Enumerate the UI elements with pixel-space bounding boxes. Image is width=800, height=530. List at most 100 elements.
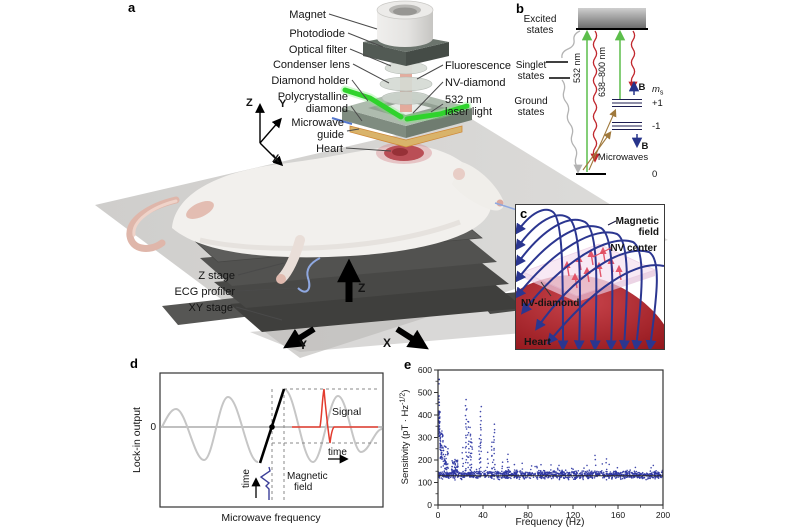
axis-ticks xyxy=(434,369,664,509)
stage-x-label: X xyxy=(383,336,391,350)
microwave-guide-label-1: Microwave xyxy=(291,117,344,129)
dashed-guides xyxy=(271,388,378,502)
ecg-profiler-label: ECG profiler xyxy=(174,286,235,298)
ecg-wire xyxy=(297,257,321,293)
z-stage-label: Z stage xyxy=(198,270,235,282)
axis-tick-labels: 0 40 80 120 160 200 0 100 200 300 400 500 600 xyxy=(418,365,671,520)
polycrystalline-diamond-label-2: diamond xyxy=(306,103,348,115)
nv-center-label: NV center xyxy=(610,243,657,254)
panel-a-letter: a xyxy=(128,0,136,15)
field-pulse-trace xyxy=(259,466,271,500)
magnetic-field-label-2: field xyxy=(638,227,659,238)
microwave-transitions xyxy=(582,108,617,171)
svg-text:120: 120 xyxy=(566,510,580,520)
stage-z-label: Z xyxy=(358,281,365,295)
magnetic-field-leader xyxy=(607,220,617,226)
lockin-plot-frame xyxy=(159,372,384,508)
emission-wavelength-label: 638–800 nm xyxy=(597,47,607,97)
ground-states-label-2: states xyxy=(518,107,545,118)
nv-diamond-inset-label: NV-diamond xyxy=(521,298,579,309)
ms-zero-label: 0 xyxy=(652,169,657,180)
svg-text:160: 160 xyxy=(611,510,625,520)
stage-y-label: Y xyxy=(299,338,307,352)
panel-a-illustration: a Z Y X Magnet Photodiode Optical filter… xyxy=(95,0,668,358)
singlet-levels xyxy=(546,61,570,79)
svg-text:200: 200 xyxy=(656,510,670,520)
triad-y-label: Y xyxy=(279,98,287,110)
polycrystalline-diamond-label-1: Polycrystalline xyxy=(278,91,348,103)
magnet-cylinder xyxy=(376,0,434,47)
magnet-label: Magnet xyxy=(289,9,326,21)
svg-text:0: 0 xyxy=(436,510,441,520)
stage-shadow xyxy=(250,306,558,352)
stage-motion-arrows xyxy=(283,258,429,350)
nv-diamond-leader xyxy=(540,281,552,297)
field-time-label: time xyxy=(241,469,252,488)
rat-body xyxy=(172,145,492,258)
lockin-ylabel: Lock-in output xyxy=(131,407,143,473)
sensitivity-scatter-points xyxy=(438,378,663,481)
optical-filter-label: Optical filter xyxy=(289,44,347,56)
svg-text:400: 400 xyxy=(418,410,432,420)
carrier-curve xyxy=(161,388,383,464)
spin-sublevels-plus1 xyxy=(612,98,642,108)
panel-d-letter: d xyxy=(130,356,138,371)
nonradiative-decay xyxy=(561,30,583,174)
singlet-states-label-2: states xyxy=(518,71,545,82)
panel-d-lockin-plot: d Signal time Magnetic field time 0 Lock… xyxy=(130,356,384,524)
optics-stack xyxy=(379,61,433,105)
svg-text:600: 600 xyxy=(418,365,432,375)
magnetic-field-label-1: Magnetic xyxy=(616,216,660,227)
rat-ear xyxy=(453,168,465,180)
heart-spot xyxy=(376,142,432,164)
rat-forepaw xyxy=(186,201,214,219)
photodiode-label: Photodiode xyxy=(289,28,345,40)
b-field-down-label: B xyxy=(642,141,649,152)
heart-inset-label: Heart xyxy=(524,336,551,348)
magnetic-field-lines xyxy=(515,208,665,350)
svg-text:300: 300 xyxy=(418,433,432,443)
svg-text:80: 80 xyxy=(523,510,533,520)
signal-time-label: time xyxy=(328,447,347,458)
rat-hind-paw xyxy=(276,274,286,284)
ms-plus1-label: +1 xyxy=(652,98,663,109)
singlet-states-label-1: Singlet xyxy=(516,60,547,71)
microwave-wire xyxy=(331,117,353,125)
panel-b-letter: b xyxy=(516,1,524,16)
zeeman-arrows xyxy=(628,80,643,149)
svg-text:200: 200 xyxy=(418,455,432,465)
ms-minus1-label: -1 xyxy=(652,121,660,132)
field-label-1: Magnetic xyxy=(287,471,328,482)
svg-text:500: 500 xyxy=(418,388,432,398)
microwave-guide-label-2: guide xyxy=(317,129,344,141)
rat xyxy=(126,145,518,284)
lockin-xlabel: Microwave frequency xyxy=(221,512,321,524)
heart-label: Heart xyxy=(316,143,343,155)
panel-c-inset: Magnetic field NV center NV-diamond Hear… xyxy=(515,204,665,350)
excited-states-band xyxy=(578,8,646,28)
spin-sublevels-minus1 xyxy=(612,121,642,131)
condenser-lens-label: Condenser lens xyxy=(273,59,351,71)
svg-text:0: 0 xyxy=(427,500,432,510)
pump-wavelength-label: 532 nm xyxy=(572,53,582,83)
sensitivity-xlabel: Frequency (Hz) xyxy=(516,517,585,528)
ground-states-label-1: Ground xyxy=(514,96,547,107)
laser-label-2: laser light xyxy=(445,106,492,118)
panel-e-sensitivity-chart: e 0 40 80 120 160 200 0 100 200 300 400 500 600 Freq… xyxy=(400,357,671,528)
excited-states-label-1: Excited xyxy=(524,14,557,25)
microwaves-label: Microwaves xyxy=(598,152,648,163)
pump-transition xyxy=(581,29,626,172)
leader-lines xyxy=(235,13,444,321)
excited-states-label-2: states xyxy=(527,25,554,36)
triad-x-label: X xyxy=(272,153,280,165)
nv-center-leader xyxy=(592,247,612,258)
triad-z-label: Z xyxy=(246,97,253,109)
nv-diamond-label: NV-diamond xyxy=(445,77,506,89)
signal-label: Signal xyxy=(332,406,361,418)
lockin-zero-tick: 0 xyxy=(150,422,156,433)
laser-beams xyxy=(340,85,472,124)
ms-label: ms xyxy=(652,84,664,97)
fluorescence-label: Fluorescence xyxy=(445,60,511,72)
xy-stage-label: XY stage xyxy=(189,302,233,314)
